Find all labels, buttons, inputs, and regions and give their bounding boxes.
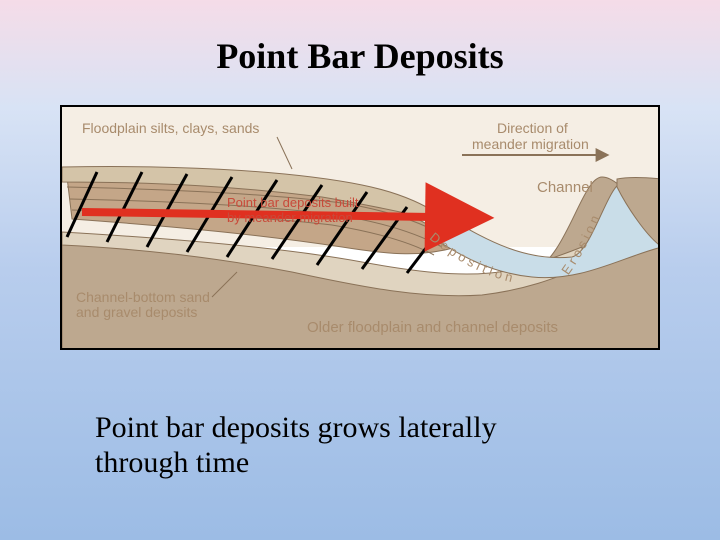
label-bottom1: Channel-bottom sand — [76, 289, 210, 305]
page-title: Point Bar Deposits — [0, 0, 720, 77]
caption-line-1: Point bar deposits grows laterally — [95, 411, 497, 444]
label-channel: Channel — [537, 179, 593, 196]
label-floodplain: Floodplain silts, clays, sands — [82, 120, 259, 136]
diagram-frame: Floodplain silts, clays, sands Direction … — [60, 105, 660, 350]
label-older: Older floodplain and channel deposits — [307, 319, 558, 336]
label-pointbar1: Point bar deposits built — [227, 195, 359, 210]
label-direction1: Direction of — [497, 120, 568, 136]
label-bottom2: and gravel deposits — [76, 304, 197, 320]
diagram-svg: Floodplain silts, clays, sands Direction … — [62, 107, 660, 350]
caption-line-2: through time — [95, 446, 249, 479]
label-direction2: meander migration — [472, 136, 589, 152]
caption: Point bar deposits grows laterally throu… — [95, 411, 497, 480]
label-pointbar2: by meander migration — [227, 210, 353, 225]
